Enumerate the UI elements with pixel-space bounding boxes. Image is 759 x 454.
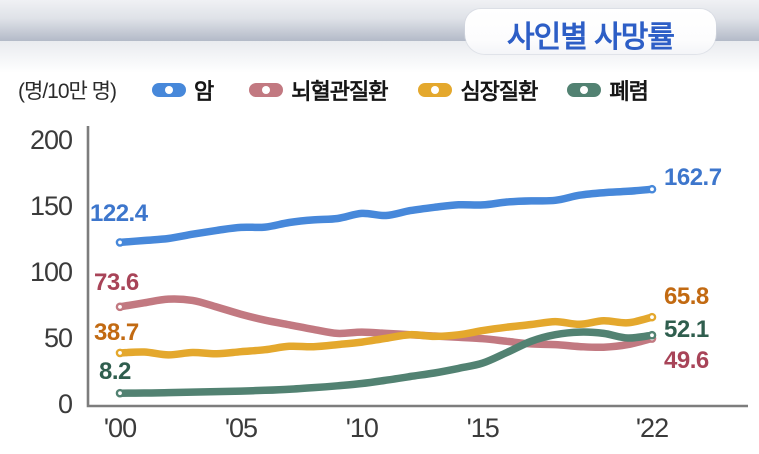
legend-label-pneumonia: 폐렴 xyxy=(609,79,648,104)
legend-marker-pneumonia xyxy=(567,83,602,97)
legend-marker-cancer xyxy=(151,83,186,97)
start-dot-cerebrovascular xyxy=(115,302,125,312)
series-line-cerebrovascular xyxy=(116,295,656,352)
series-line-cancer xyxy=(116,185,656,247)
series-line-heart-disease xyxy=(116,313,656,359)
legend-marker-heart-disease xyxy=(418,83,453,97)
legend: (명/10만 명) 암 뇌혈관질환 심장질환 폐렴 xyxy=(18,72,748,108)
start-dot-heart-disease xyxy=(115,348,125,358)
legend-marker-cerebrovascular xyxy=(249,83,284,97)
legend-label-cerebrovascular: 뇌혈관질환 xyxy=(291,79,388,104)
legend-marker-dot xyxy=(431,86,440,94)
end-dot-heart-disease xyxy=(647,312,657,322)
legend-marker-dot xyxy=(262,86,271,94)
page-title: 사인별 사망률 xyxy=(507,20,675,54)
axes xyxy=(86,126,748,408)
legend-marker-dot xyxy=(580,86,589,94)
legend-label-cancer: 암 xyxy=(193,79,214,104)
legend-item-heart-disease: 심장질환 xyxy=(418,74,538,106)
unit-label: (명/10만 명) xyxy=(18,80,117,103)
legend-item-pneumonia: 폐렴 xyxy=(567,74,649,106)
legend-marker-dot xyxy=(164,86,173,94)
legend-item-cancer: 암 xyxy=(151,74,214,106)
series-line-pneumonia xyxy=(116,328,656,397)
end-dot-cancer xyxy=(647,184,657,194)
title-tab: 사인별 사망률 xyxy=(465,9,716,54)
legend-label-heart-disease: 심장질환 xyxy=(460,79,538,104)
start-dot-cancer xyxy=(115,238,125,247)
legend-item-cerebrovascular: 뇌혈관질환 xyxy=(249,74,388,106)
end-dot-pneumonia xyxy=(647,330,657,340)
start-dot-pneumonia xyxy=(115,388,125,398)
